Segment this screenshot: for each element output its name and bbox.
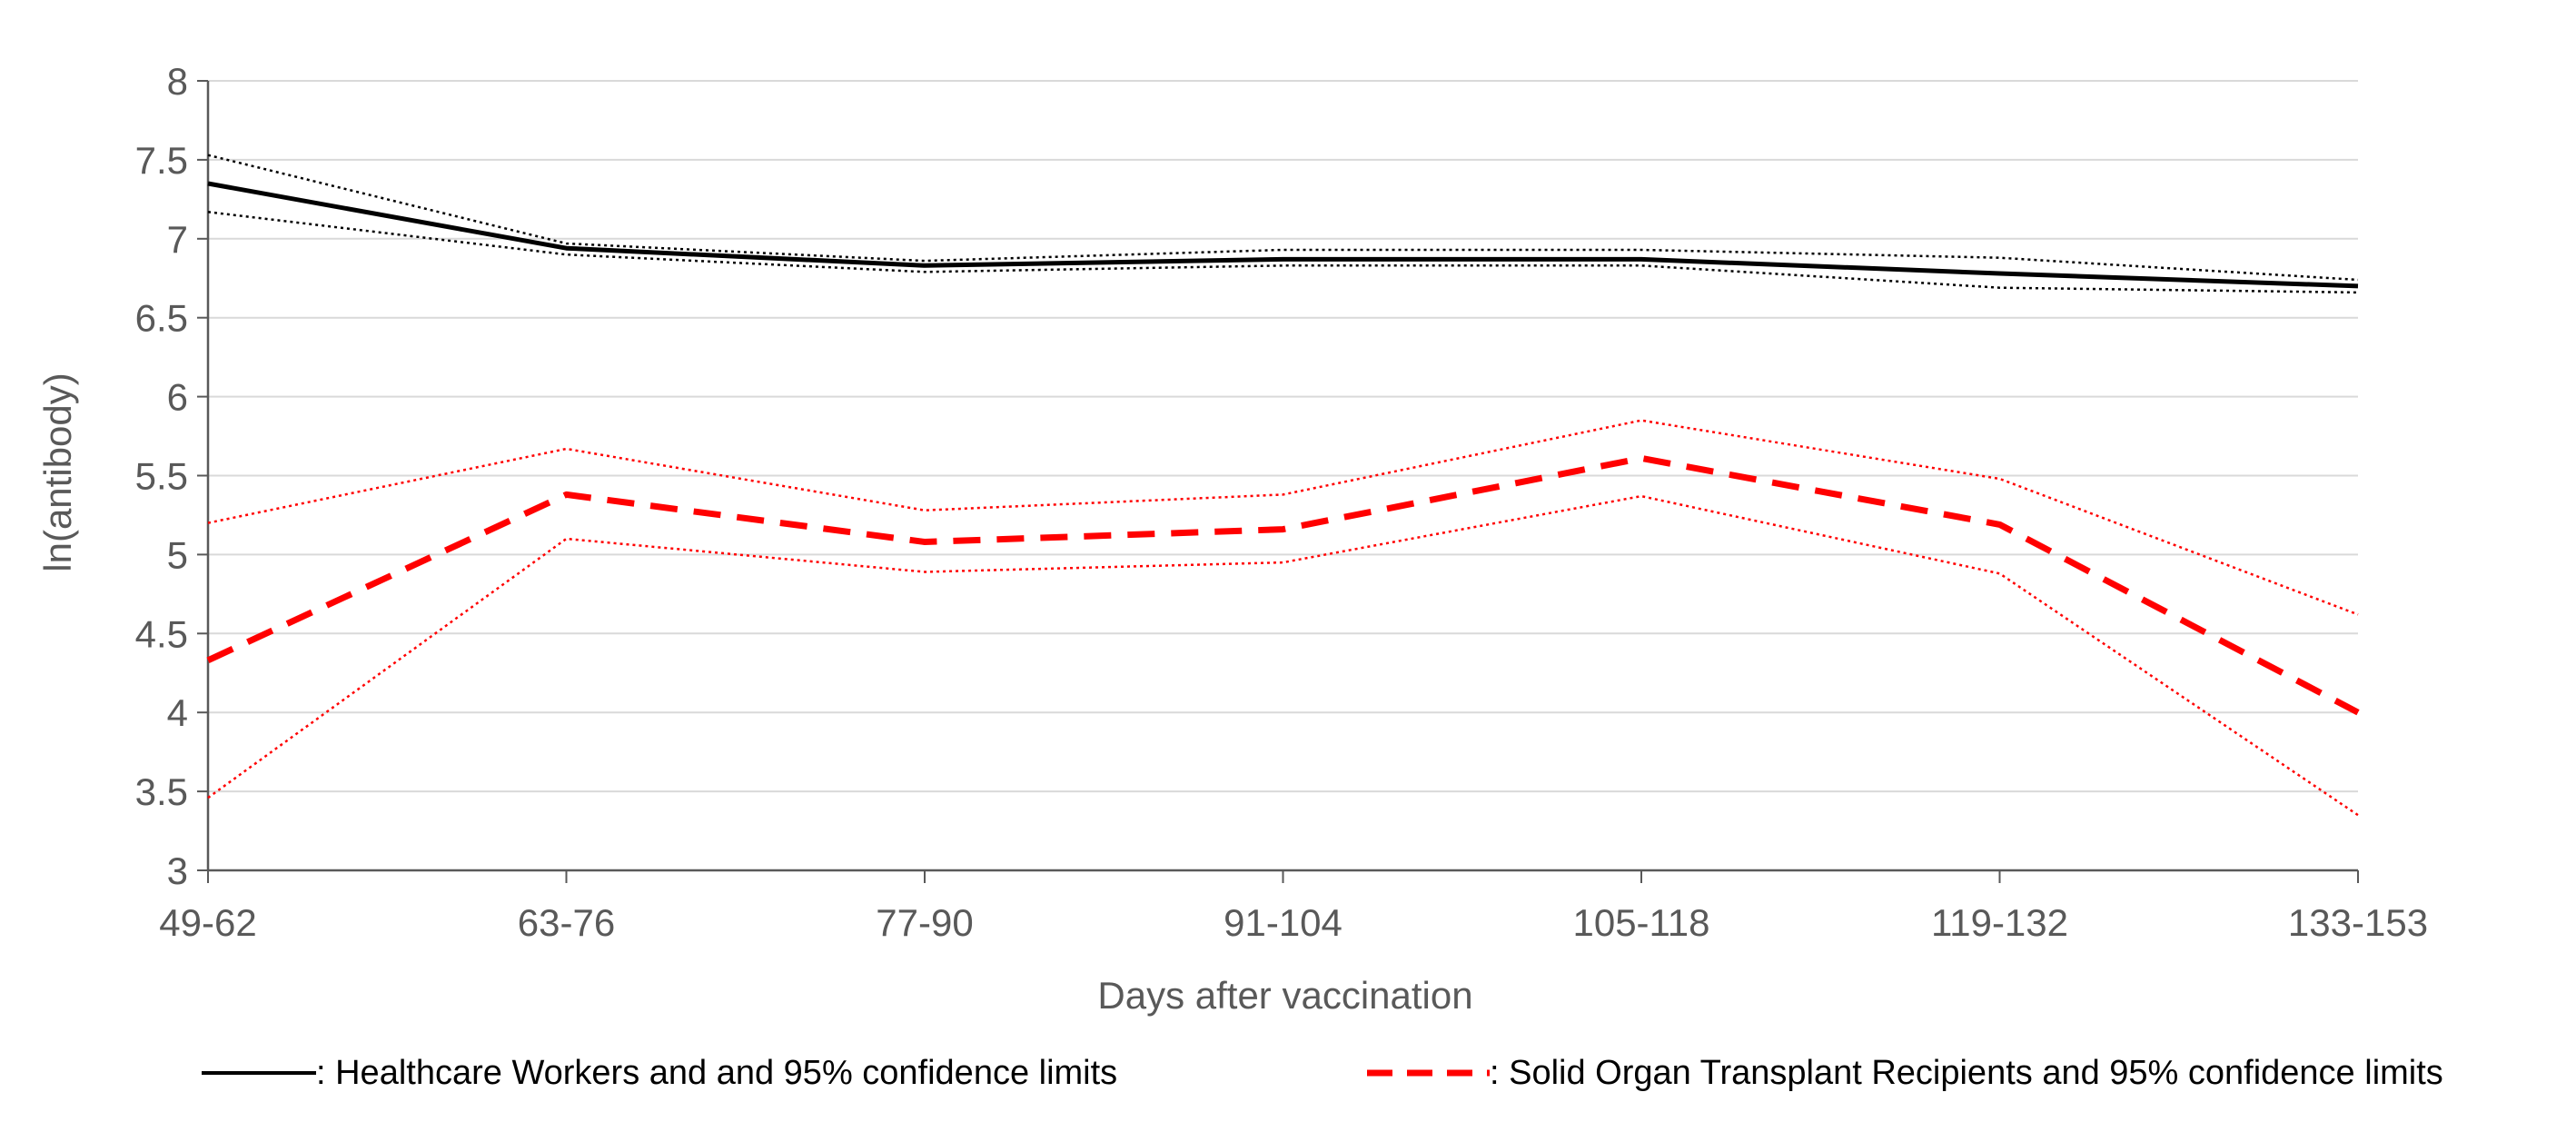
- series-line-healthcare-workers: [207, 181, 2359, 289]
- x-tick-label: 49-62: [159, 901, 256, 944]
- x-tick-labels: 49-62 63-76 77-90 91-104 105-118 119-132 133-1…: [159, 870, 2428, 944]
- legend: : Healthcare Workers and and 95% confide…: [202, 1054, 2443, 1092]
- x-tick-label: 91-104: [1224, 901, 1342, 944]
- y-tick-label: 7: [167, 218, 188, 261]
- x-tick-label: 77-90: [876, 901, 973, 944]
- x-tick-label: 119-132: [1931, 901, 2068, 944]
- x-tick-label: 63-76: [518, 901, 615, 944]
- y-tick-label: 5: [167, 533, 188, 576]
- series-line-healthcare-workers-upper-95-cl: [207, 154, 2359, 282]
- series-line-healthcare-workers-lower-95-cl: [207, 211, 2359, 294]
- y-tick-label: 6: [167, 376, 188, 419]
- y-tick-label: 6.5: [135, 297, 188, 340]
- y-axis-title: ln(antibody): [36, 372, 79, 571]
- y-tick-label: 4: [167, 691, 188, 734]
- series-layer: [206, 154, 2360, 817]
- legend-label: : Healthcare Workers and and 95% confide…: [316, 1054, 1117, 1092]
- y-tick-label: 7.5: [135, 139, 188, 182]
- x-axis-title: Days after vaccination: [1097, 974, 1472, 1017]
- series-line-solid-organ-transplant-recipients-upper-95-cl: [207, 419, 2359, 616]
- y-tick-label: 3.5: [135, 770, 188, 813]
- y-tick-label: 5.5: [135, 455, 188, 498]
- x-tick-label: 105-118: [1572, 901, 1709, 944]
- y-tick-labels: 3 3.5 4 4.5 5 5.5 6 6.5 7 7.5 8: [135, 60, 208, 892]
- y-tick-label: 3: [167, 849, 188, 892]
- x-tick-label: 133-153: [2288, 901, 2428, 944]
- y-tick-label: 8: [167, 60, 188, 103]
- series-line-solid-organ-transplant-recipients: [206, 454, 2360, 716]
- y-tick-label: 4.5: [135, 612, 188, 655]
- gridlines: [208, 80, 2358, 793]
- legend-label: : Solid Organ Transplant Recipients and …: [1490, 1054, 2443, 1092]
